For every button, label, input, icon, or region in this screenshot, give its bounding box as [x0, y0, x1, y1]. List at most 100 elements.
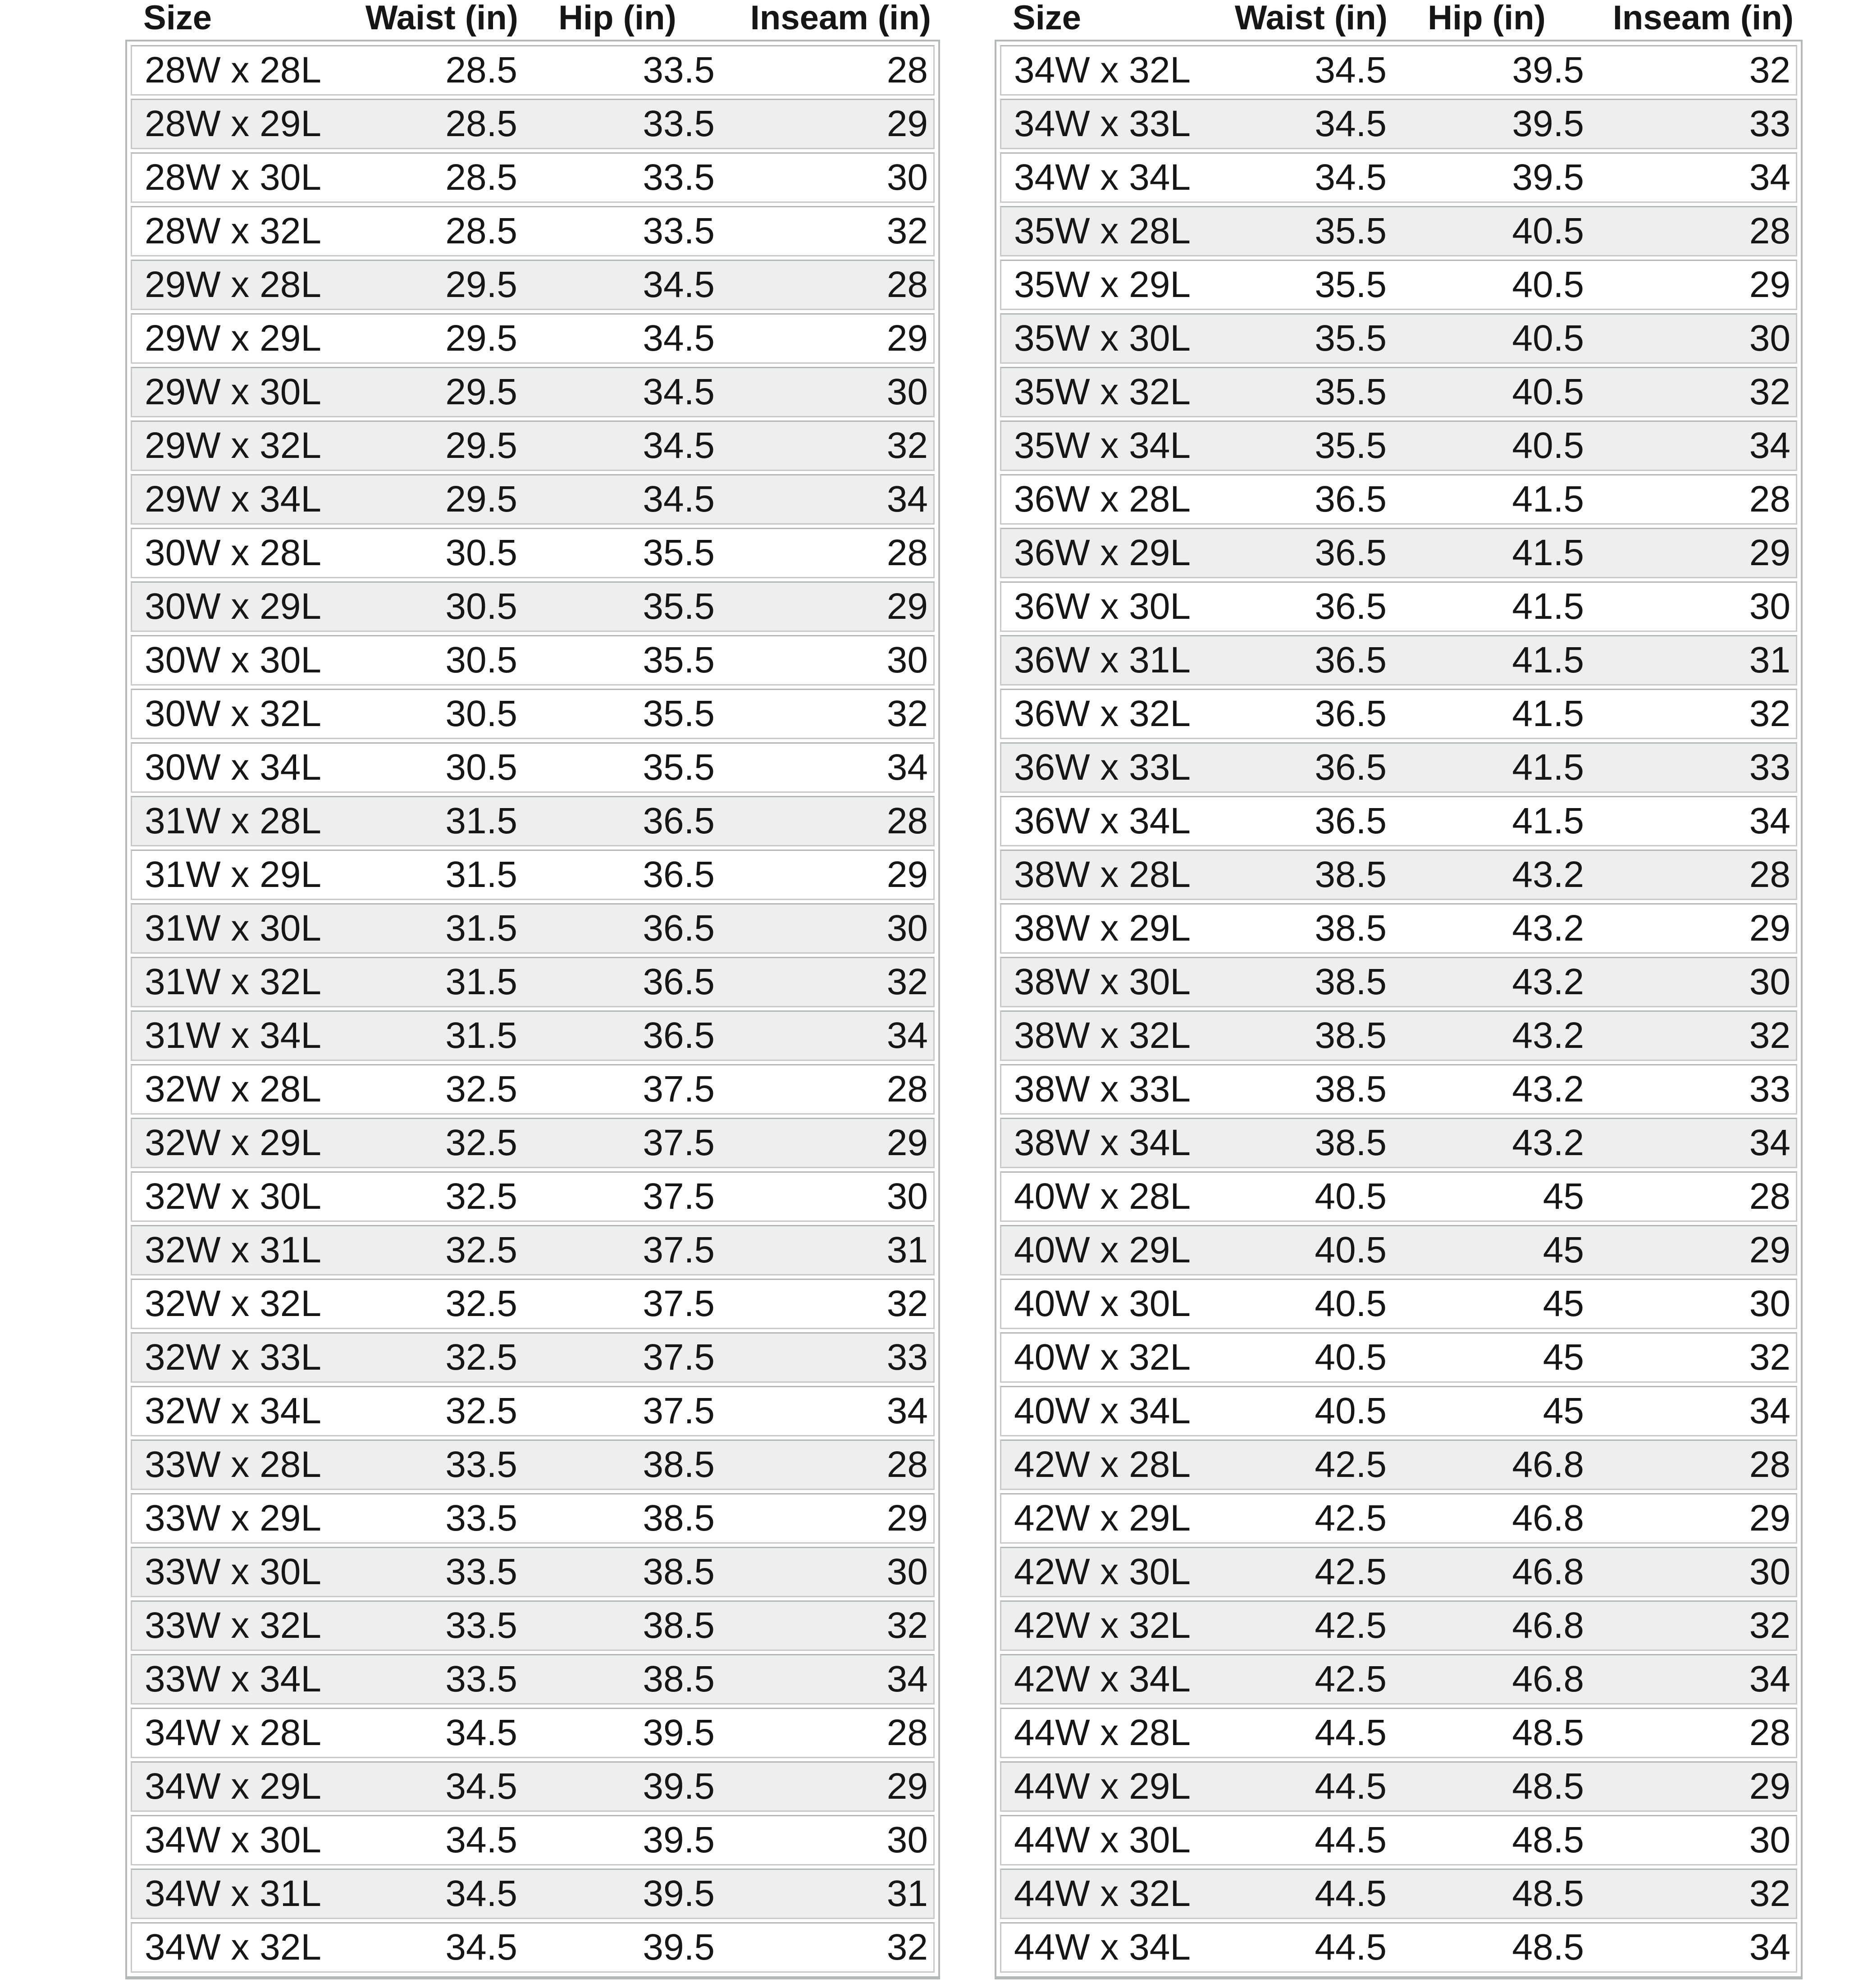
- table-header-row: Size Waist (in) Hip (in) Inseam (in): [995, 0, 1803, 40]
- hip-cell: 37.5: [643, 1337, 715, 1378]
- size-cell: 32W x 33L: [145, 1337, 321, 1378]
- waist-cell: 33.5: [445, 1659, 517, 1700]
- hip-cell: 37.5: [643, 1229, 715, 1270]
- size-cell: 28W x 32L: [145, 210, 321, 251]
- waist-cell: 28.5: [445, 210, 517, 251]
- inseam-cell: 31: [886, 1873, 928, 1914]
- size-cell: 40W x 30L: [1014, 1283, 1191, 1324]
- waist-cell: 29.5: [445, 425, 517, 466]
- size-cell: 33W x 29L: [145, 1498, 321, 1539]
- hip-cell: 38.5: [643, 1444, 715, 1485]
- waist-cell: 38.5: [1315, 1122, 1387, 1163]
- waist-cell: 29.5: [445, 479, 517, 520]
- waist-cell: 34.5: [445, 1927, 517, 1968]
- hip-cell: 43.2: [1512, 1069, 1584, 1110]
- table-row: 30W x 28L 30.5 35.5 28: [131, 528, 935, 578]
- hip-cell: 39.5: [1512, 50, 1584, 91]
- size-cell: 30W x 32L: [145, 693, 321, 734]
- size-cell: 29W x 32L: [145, 425, 321, 466]
- table-row: 35W x 29L 35.5 40.5 29: [1000, 260, 1797, 310]
- hip-cell: 40.5: [1512, 425, 1584, 466]
- size-cell: 35W x 34L: [1014, 425, 1191, 466]
- waist-cell: 34.5: [445, 1819, 517, 1860]
- size-cell: 36W x 30L: [1014, 586, 1191, 627]
- table-row: 33W x 34L 33.5 38.5 34: [131, 1654, 935, 1705]
- table-row: 32W x 34L 32.5 37.5 34: [131, 1386, 935, 1436]
- table-row: 31W x 30L 31.5 36.5 30: [131, 903, 935, 954]
- inseam-cell: 29: [886, 318, 928, 359]
- hip-cell: 38.5: [643, 1605, 715, 1646]
- inseam-cell: 34: [886, 747, 928, 788]
- table-row: 38W x 30L 38.5 43.2 30: [1000, 957, 1797, 1007]
- column-header-hip: Hip (in): [1428, 0, 1546, 37]
- waist-cell: 40.5: [1315, 1229, 1387, 1270]
- hip-cell: 34.5: [643, 264, 715, 305]
- hip-cell: 40.5: [1512, 210, 1584, 251]
- inseam-cell: 34: [886, 1659, 928, 1700]
- inseam-cell: 29: [886, 854, 928, 895]
- table-row: 35W x 28L 35.5 40.5 28: [1000, 206, 1797, 256]
- inseam-cell: 28: [1749, 1712, 1790, 1753]
- waist-cell: 36.5: [1315, 693, 1387, 734]
- table-row: 32W x 32L 32.5 37.5 32: [131, 1279, 935, 1329]
- size-cell: 44W x 29L: [1014, 1766, 1191, 1807]
- table-row: 42W x 30L 42.5 46.8 30: [1000, 1547, 1797, 1597]
- size-cell: 40W x 34L: [1014, 1390, 1191, 1431]
- column-header-size: Size: [1013, 0, 1082, 37]
- table-row: 30W x 30L 30.5 35.5 30: [131, 635, 935, 686]
- waist-cell: 29.5: [445, 264, 517, 305]
- table-row: 34W x 29L 34.5 39.5 29: [131, 1761, 935, 1812]
- size-chart-table-left: Size Waist (in) Hip (in) Inseam (in) 28W…: [125, 0, 940, 1979]
- table-row: 32W x 28L 32.5 37.5 28: [131, 1064, 935, 1115]
- waist-cell: 34.5: [445, 1766, 517, 1807]
- table-row: 40W x 30L 40.5 45 30: [1000, 1279, 1797, 1329]
- inseam-cell: 29: [886, 586, 928, 627]
- table-row: 31W x 32L 31.5 36.5 32: [131, 957, 935, 1007]
- hip-cell: 34.5: [643, 479, 715, 520]
- size-cell: 35W x 29L: [1014, 264, 1191, 305]
- table-row: 35W x 30L 35.5 40.5 30: [1000, 313, 1797, 364]
- inseam-cell: 28: [1749, 1176, 1790, 1217]
- inseam-cell: 32: [886, 961, 928, 1002]
- inseam-cell: 29: [1749, 1498, 1790, 1539]
- size-cell: 31W x 34L: [145, 1015, 321, 1056]
- inseam-cell: 34: [1749, 425, 1790, 466]
- hip-cell: 45: [1543, 1390, 1584, 1431]
- hip-cell: 43.2: [1512, 1015, 1584, 1056]
- waist-cell: 36.5: [1315, 586, 1387, 627]
- hip-cell: 43.2: [1512, 1122, 1584, 1163]
- waist-cell: 44.5: [1315, 1927, 1387, 1968]
- hip-cell: 36.5: [643, 1015, 715, 1056]
- inseam-cell: 32: [886, 693, 928, 734]
- table-row: 30W x 34L 30.5 35.5 34: [131, 742, 935, 793]
- table-row: 44W x 34L 44.5 48.5 34: [1000, 1922, 1797, 1973]
- waist-cell: 33.5: [445, 1444, 517, 1485]
- table-row: 29W x 30L 29.5 34.5 30: [131, 367, 935, 417]
- waist-cell: 32.5: [445, 1176, 517, 1217]
- size-cell: 34W x 32L: [145, 1927, 321, 1968]
- table-row: 29W x 29L 29.5 34.5 29: [131, 313, 935, 364]
- waist-cell: 40.5: [1315, 1283, 1387, 1324]
- inseam-cell: 32: [886, 210, 928, 251]
- size-cell: 34W x 29L: [145, 1766, 321, 1807]
- hip-cell: 35.5: [643, 693, 715, 734]
- hip-cell: 40.5: [1512, 371, 1584, 412]
- inseam-cell: 32: [886, 1927, 928, 1968]
- inseam-cell: 29: [1749, 908, 1790, 949]
- waist-cell: 42.5: [1315, 1498, 1387, 1539]
- size-cell: 42W x 30L: [1014, 1551, 1191, 1592]
- waist-cell: 38.5: [1315, 1015, 1387, 1056]
- table-row: 36W x 29L 36.5 41.5 29: [1000, 528, 1797, 578]
- waist-cell: 44.5: [1315, 1873, 1387, 1914]
- hip-cell: 33.5: [643, 210, 715, 251]
- hip-cell: 38.5: [643, 1659, 715, 1700]
- waist-cell: 42.5: [1315, 1551, 1387, 1592]
- hip-cell: 39.5: [643, 1873, 715, 1914]
- waist-cell: 40.5: [1315, 1390, 1387, 1431]
- table-row: 44W x 32L 44.5 48.5 32: [1000, 1869, 1797, 1919]
- inseam-cell: 28: [886, 1712, 928, 1753]
- size-cell: 29W x 34L: [145, 479, 321, 520]
- waist-cell: 40.5: [1315, 1176, 1387, 1217]
- waist-cell: 44.5: [1315, 1819, 1387, 1860]
- waist-cell: 33.5: [445, 1551, 517, 1592]
